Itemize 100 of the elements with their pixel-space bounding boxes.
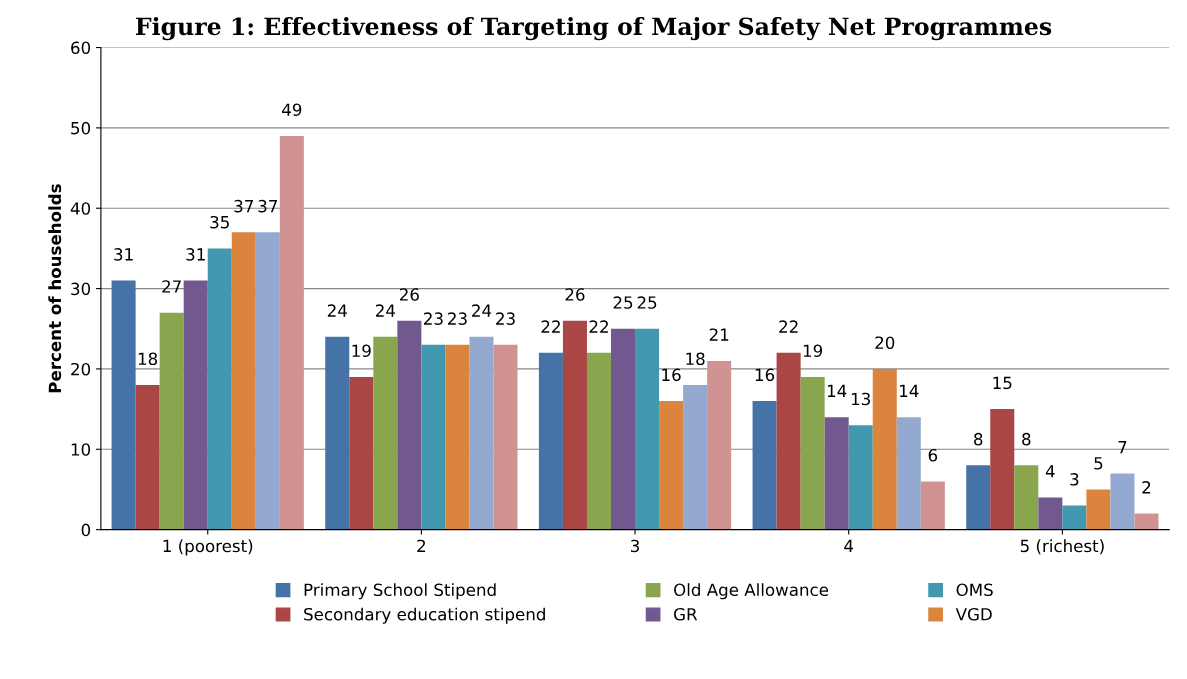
data-label: 49 — [282, 103, 302, 117]
legend-label: OMS — [956, 583, 993, 597]
bar — [445, 344, 470, 530]
data-label: 22 — [779, 320, 798, 333]
y-tick-label: 30 — [71, 282, 91, 296]
data-label: 16 — [755, 368, 775, 382]
data-label: 19 — [352, 344, 371, 358]
bar — [800, 376, 825, 530]
data-label: 16 — [662, 368, 681, 382]
bar — [279, 135, 304, 530]
data-label: 8 — [974, 432, 983, 446]
data-label: 3 — [1070, 473, 1079, 486]
bar — [611, 328, 636, 530]
data-label: 20 — [875, 336, 895, 350]
x-tick-label: 3 — [631, 539, 640, 553]
data-label: 26 — [399, 288, 419, 301]
legend-label: GR — [674, 607, 698, 621]
data-label: 14 — [900, 384, 919, 397]
bar — [493, 344, 518, 530]
x-tick-label: 4 — [844, 539, 854, 553]
bar — [373, 336, 398, 530]
bar — [586, 352, 612, 530]
bar — [824, 417, 849, 530]
bar — [1062, 505, 1087, 530]
x-tick-label: 2 — [417, 539, 426, 553]
data-label: 26 — [565, 288, 585, 301]
data-label: 18 — [138, 352, 158, 366]
data-label: 14 — [827, 384, 847, 397]
data-label: 18 — [686, 352, 705, 366]
data-label: 15 — [993, 376, 1012, 390]
data-label: 13 — [851, 392, 870, 406]
y-tick-label: 50 — [71, 121, 91, 135]
data-label: 8 — [1022, 432, 1031, 446]
bar — [421, 344, 446, 530]
bar — [135, 384, 160, 530]
data-label: 31 — [114, 248, 133, 261]
legend-label: Secondary education stipend — [304, 607, 545, 624]
chart-title: Figure 1: Effectiveness of Targeting of Major Safety Net Programmes — [135, 16, 1052, 41]
bar — [231, 232, 256, 530]
data-label: 24 — [375, 304, 395, 317]
bar — [325, 336, 350, 530]
y-tick-label: 10 — [71, 443, 91, 456]
bar — [1038, 497, 1063, 530]
bar — [111, 280, 136, 530]
y-tick-label: 40 — [70, 202, 91, 215]
data-label: 19 — [803, 344, 823, 358]
y-tick-label: 0 — [81, 523, 91, 537]
bar — [872, 368, 897, 530]
data-label: 24 — [472, 304, 492, 317]
bar — [635, 328, 660, 530]
bar — [683, 384, 708, 530]
bar — [848, 425, 873, 530]
bar — [1086, 489, 1111, 530]
data-label: 2 — [1142, 481, 1151, 494]
bar — [538, 352, 563, 530]
data-label: 6 — [928, 448, 938, 462]
y-axis-title: Percent of households — [48, 184, 62, 393]
bar — [920, 481, 945, 530]
data-label: 37 — [234, 199, 253, 213]
y-tick-label: 60 — [71, 41, 91, 55]
data-label: 24 — [327, 304, 347, 317]
data-label: 37 — [258, 199, 277, 213]
data-label: 27 — [162, 280, 181, 293]
data-label: 7 — [1118, 441, 1127, 454]
bar — [183, 280, 208, 530]
data-label: 21 — [709, 328, 729, 341]
bar — [159, 312, 184, 530]
bar — [1110, 473, 1135, 530]
bar — [255, 232, 280, 530]
bar — [207, 248, 232, 530]
bar — [707, 360, 732, 530]
bar — [990, 409, 1015, 530]
data-label: 35 — [210, 215, 229, 229]
bar — [562, 320, 587, 530]
data-label: 23 — [424, 312, 443, 325]
data-label: 22 — [541, 320, 560, 333]
bar — [776, 352, 801, 530]
bar — [896, 417, 921, 530]
bar — [349, 376, 374, 530]
y-tick-label: 20 — [71, 362, 91, 376]
data-label: 22 — [589, 320, 608, 333]
bar — [966, 465, 991, 530]
data-label: 25 — [613, 296, 633, 309]
bar — [1014, 465, 1039, 530]
bar — [469, 336, 494, 530]
data-label: 23 — [448, 312, 467, 325]
x-tick-label: 1 (poorest) — [163, 539, 253, 556]
data-label: 5 — [1094, 457, 1103, 470]
legend-label: Primary School Stipend — [304, 583, 496, 600]
bar — [397, 320, 422, 530]
bar — [659, 401, 684, 530]
data-label: 4 — [1045, 465, 1055, 478]
data-label: 25 — [637, 296, 657, 309]
data-label: 31 — [186, 248, 205, 261]
legend-label: Old Age Allowance — [674, 583, 829, 600]
x-tick-label: 5 (richest) — [1020, 539, 1104, 555]
data-label: 23 — [496, 312, 515, 325]
bar — [752, 401, 777, 530]
legend-label: VGD — [955, 607, 992, 621]
bar — [1134, 513, 1159, 530]
